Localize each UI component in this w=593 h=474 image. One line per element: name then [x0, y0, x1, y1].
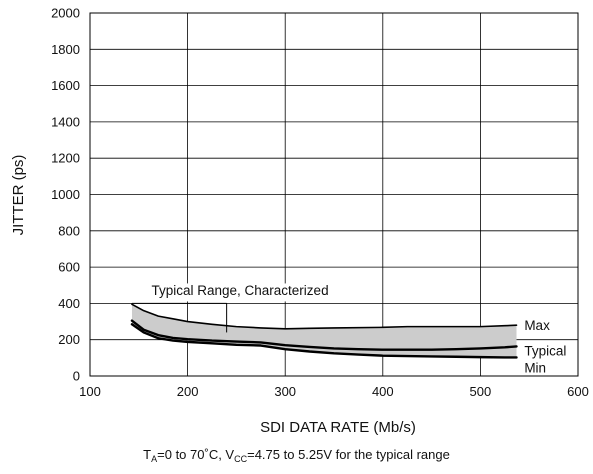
tick-labels: 100 200 300 400 500 600 0 200 400 600 800 1000 1200 1…	[51, 6, 589, 400]
x-tick-label: 600	[567, 384, 589, 399]
y-tick-label: 600	[58, 260, 80, 275]
band-annotation: Typical Range, Characterized	[131, 283, 357, 333]
y-tick-label: 1600	[51, 78, 80, 93]
annotation-label: Typical Range, Characterized	[151, 283, 328, 298]
series-line-min	[130, 323, 518, 359]
series-lines	[130, 303, 518, 359]
x-axis-label: SDI DATA RATE (Mb/s)	[260, 419, 416, 436]
x-tick-label: 100	[79, 384, 101, 399]
y-tick-label: 1400	[51, 114, 80, 129]
series-labels: Max Typical Min	[524, 318, 566, 375]
series-label-min: Min	[524, 360, 546, 375]
y-tick-label: 200	[58, 332, 80, 347]
x-tick-label: 500	[470, 384, 492, 399]
annotation-label-bg	[148, 283, 357, 302]
y-tick-label: 1000	[51, 187, 80, 202]
y-tick-label: 400	[58, 296, 80, 311]
footnote-ta: T	[143, 447, 152, 462]
footnote-ta-sub: A	[151, 454, 158, 464]
x-tick-label: 200	[177, 384, 199, 399]
plot-frame	[89, 12, 579, 377]
y-tick-label: 0	[73, 369, 80, 384]
y-tick-label: 1200	[51, 151, 80, 166]
y-axis-label: JITTER (ps)	[10, 155, 27, 236]
footnote-vcc-sub: CC	[234, 454, 248, 464]
series-line-typical	[130, 319, 518, 351]
footnote-tail: =4.75 to 5.25V for the typical range	[247, 447, 450, 462]
series-label-max: Max	[524, 318, 550, 333]
y-tick-label: 2000	[51, 6, 80, 21]
footnote-mid: =0 to 70˚C, V	[157, 447, 235, 462]
footnote: TA=0 to 70˚C, VCC=4.75 to 5.25V for the …	[0, 447, 593, 467]
x-tick-label: 400	[372, 384, 394, 399]
x-tick-label: 300	[274, 384, 296, 399]
series-label-typical: Typical	[524, 343, 566, 358]
series-line-max	[131, 303, 518, 330]
y-tick-label: 1800	[51, 42, 80, 57]
y-tick-label: 800	[58, 223, 80, 238]
